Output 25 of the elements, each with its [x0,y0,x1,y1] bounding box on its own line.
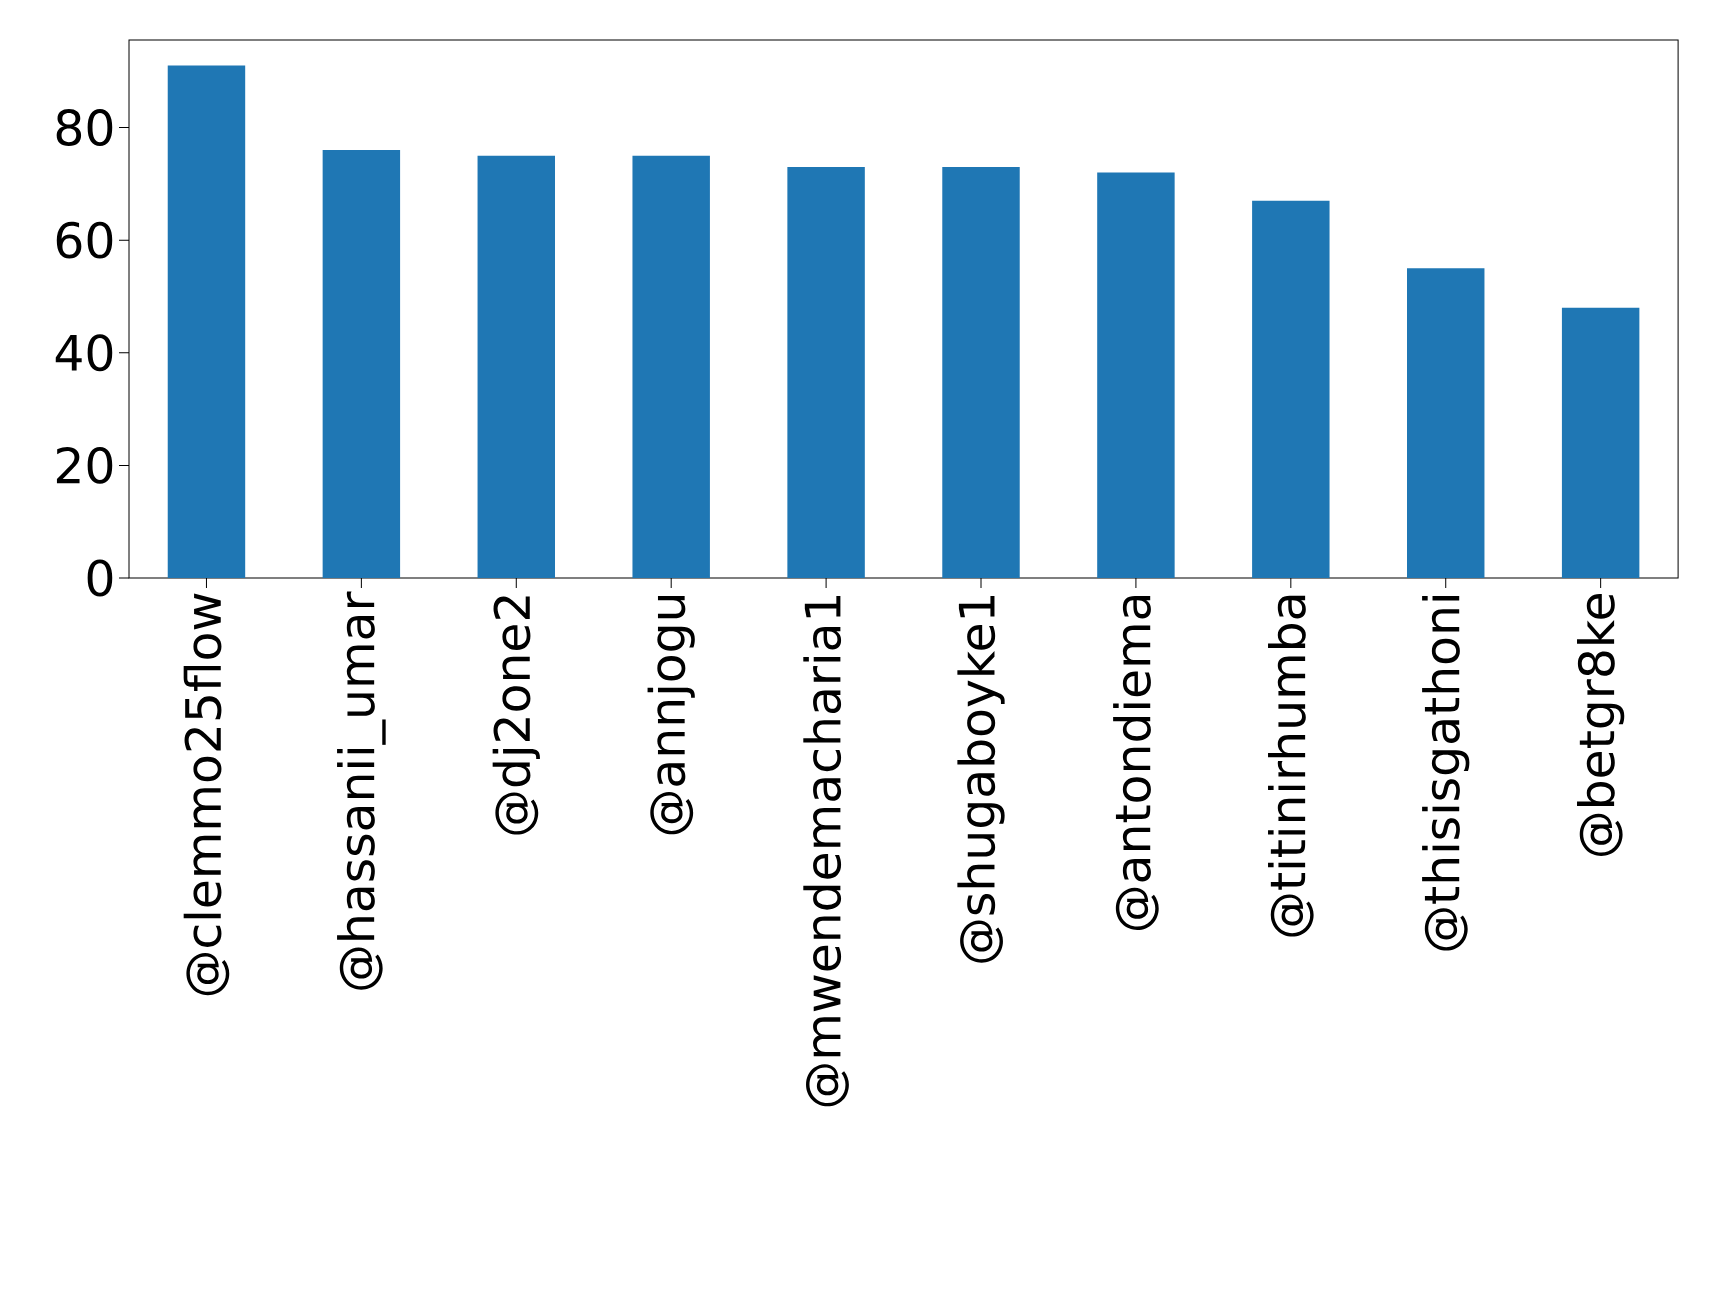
bar [167,65,246,578]
y-tick-label: 80 [56,109,113,146]
x-tick-label: @shugaboyke1 [957,595,1005,963]
x-tick-label: @mwendemacharia1 [803,595,849,1107]
y-tick-label: 20 [56,446,113,484]
x-tick-label: @titinirhumba [1268,595,1314,937]
x-tick-label: @dj2one2 [492,596,540,835]
x-tick-label: @betgr8ke [1577,594,1625,856]
x-tick-label: @antondiema [1113,595,1159,930]
x-tick-label: @hassanii_umar [337,591,386,990]
bar [942,166,1020,578]
bar [322,150,401,578]
y-tick-label: 60 [56,221,113,259]
bar [632,155,710,578]
bar [477,155,556,578]
bar [1252,200,1330,578]
x-tick-label: @clemmo25flow [183,593,230,996]
x-tick-label: @thisisgathoni [1422,596,1470,951]
y-tick-label: 40 [55,334,113,372]
bar [1097,172,1175,578]
y-tick-label: 0 [87,559,113,597]
x-tick-label: @annjogu [647,595,695,835]
bar [787,166,865,578]
bar [1561,307,1640,578]
bar [1407,268,1485,578]
